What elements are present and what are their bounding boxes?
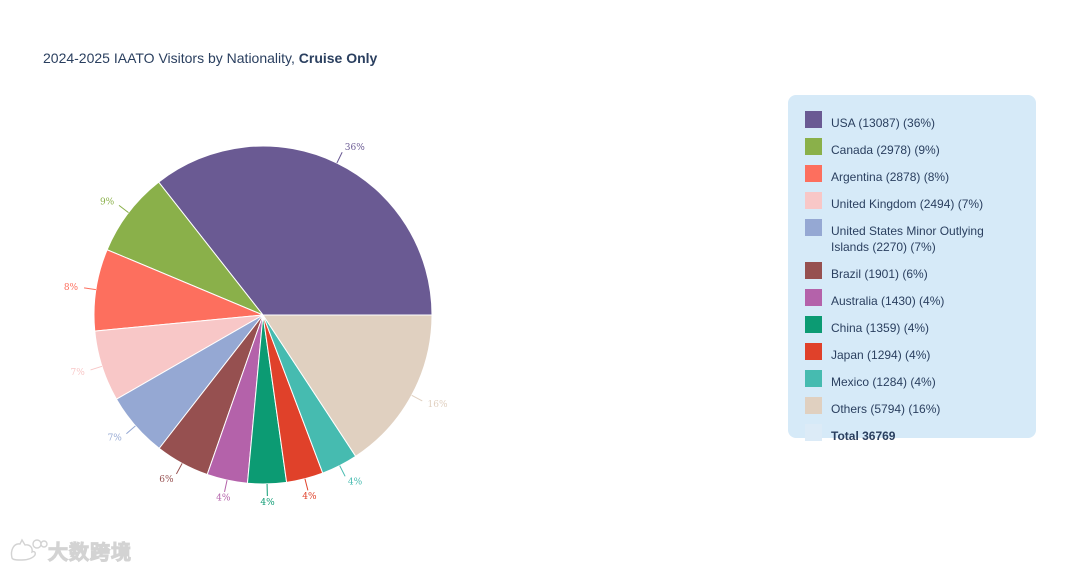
legend-label: Japan (1294) (4%) [831,348,931,362]
legend-label: United States Minor Outlying Islands (22… [831,224,984,254]
pie-leader-line [118,204,129,214]
pie-percent-label: 7% [71,368,86,378]
pie-leader-line [339,465,346,477]
pie-percent-label: 6% [159,475,174,485]
legend-swatch [805,111,822,128]
pie-leader-line [336,152,343,164]
legend-swatch [805,262,822,279]
legend-label: Canada (2978) (9%) [831,143,940,157]
pie-percent-label: 4% [348,478,363,488]
pie-leader-line [304,478,309,491]
legend-item-total[interactable]: Total 36769 [805,424,1020,444]
legend-label: Others (5794) (16%) [831,402,941,416]
pie-percent-label: 16% [428,400,448,410]
legend-item[interactable]: Argentina (2878) (8%) [805,165,1020,185]
legend-label: Mexico (1284) (4%) [831,375,936,389]
legend-label: China (1359) (4%) [831,321,930,335]
legend-item[interactable]: USA (13087) (36%) [805,111,1020,131]
legend-item[interactable]: United States Minor Outlying Islands (22… [805,219,1020,255]
legend-swatch [805,165,822,182]
legend-swatch [805,289,822,306]
pie-leader-line [83,287,96,291]
watermark: 大数跨境 [8,536,132,565]
pie-percent-label: 36% [345,143,365,153]
chart-title-prefix: 2024-2025 IAATO Visitors by Nationality, [43,50,299,66]
pie-percent-label: 8% [64,283,79,293]
pie-slice-usa[interactable] [157,145,433,316]
pie-percent-label: 4% [302,492,317,502]
legend-swatch [805,370,822,387]
legend-item[interactable]: China (1359) (4%) [805,316,1020,336]
cat-logo-icon [10,538,48,561]
legend-swatch [805,192,822,209]
legend-swatch [805,138,822,155]
legend-item[interactable]: Others (5794) (16%) [805,397,1020,417]
chart-title-bold: Cruise Only [298,50,378,66]
watermark-text: 大数跨境 [48,540,132,565]
legend-label: Argentina (2878) (8%) [831,170,950,184]
legend-label: Australia (1430) (4%) [831,294,945,308]
legend-swatch [805,397,822,414]
chart-title: 2024-2025 IAATO Visitors by Nationality,… [43,50,377,66]
legend-item[interactable]: Canada (2978) (9%) [805,138,1020,158]
pie-percent-label: 4% [260,498,275,508]
legend-item[interactable]: Mexico (1284) (4%) [805,370,1020,390]
legend-swatch [805,343,822,360]
pie-percent-label: 4% [216,494,231,504]
pie-leader-line [224,480,228,492]
pie-percent-label: 7% [108,434,123,444]
pie-leader-line [90,365,103,371]
legend-item[interactable]: United Kingdom (2494) (7%) [805,192,1020,212]
legend-swatch [805,316,822,333]
pie-leader-line [175,463,183,475]
pie-leader-line [411,394,423,402]
legend-label: Total 36769 [831,429,896,443]
legend-swatch [805,424,822,441]
legend-label: Brazil (1901) (6%) [831,267,928,281]
pie-leader-line [126,425,136,435]
legend-item[interactable]: Australia (1430) (4%) [805,289,1020,309]
legend-item[interactable]: Japan (1294) (4%) [805,343,1020,363]
chart-legend: USA (13087) (36%) Canada (2978) (9%) Argen… [788,95,1036,443]
legend-label: United Kingdom (2494) (7%) [831,197,984,211]
legend-swatch [805,219,822,236]
legend-item[interactable]: Brazil (1901) (6%) [805,262,1020,282]
legend-label: USA (13087) (36%) [831,116,936,130]
pie-percent-label: 9% [100,198,115,208]
